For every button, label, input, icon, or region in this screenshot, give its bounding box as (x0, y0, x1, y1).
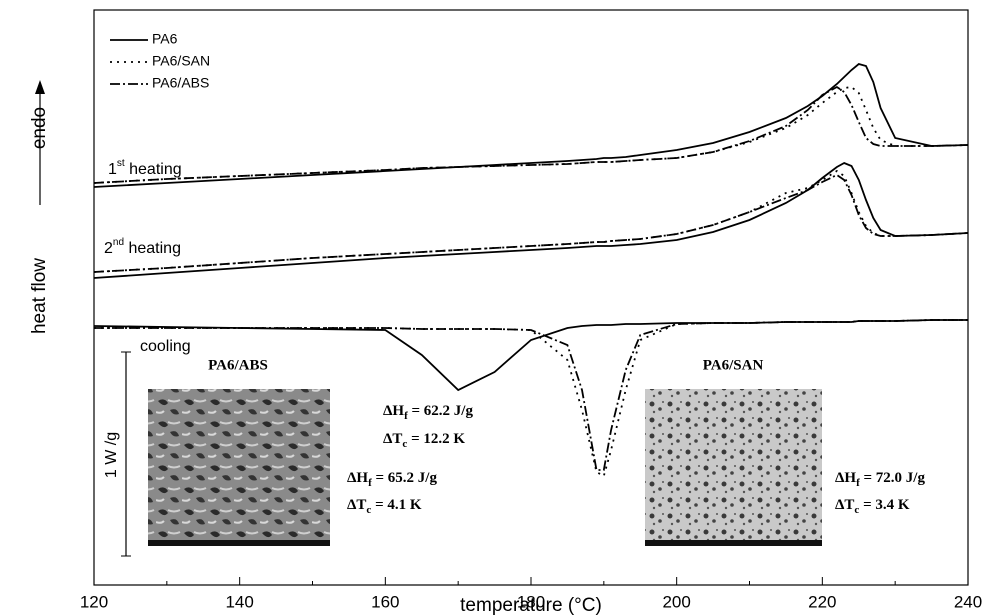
annotation-symbol: ΔT (835, 497, 854, 513)
curve-label-after: heating (125, 161, 182, 178)
annotation-text: = 65.2 J/g (372, 470, 438, 486)
x-tick-label: 200 (662, 592, 690, 611)
annotation-text: = 4.1 K (371, 497, 422, 513)
curve (94, 87, 968, 183)
annotation-symbol: ΔT (383, 431, 402, 447)
endo-arrowhead (35, 80, 45, 94)
sem-image (645, 389, 822, 546)
curve-label-main: cooling (140, 338, 191, 355)
annotation-text: = 62.2 J/g (408, 403, 474, 419)
sem-scale-strip (645, 540, 822, 546)
annotation: ΔTc = 4.1 K (347, 497, 422, 515)
legend-label: PA6 (152, 31, 178, 47)
curve-label-main: 1 (108, 161, 117, 178)
annotation: ΔHf = 72.0 J/g (835, 470, 925, 488)
annotation-text: = 12.2 K (407, 431, 465, 447)
x-tick-label: 180 (517, 592, 545, 611)
curve-label-sup: nd (113, 237, 124, 248)
curve (94, 64, 968, 187)
annotation-symbol: ΔH (347, 470, 368, 486)
x-tick-label: 220 (808, 592, 836, 611)
sem-image (148, 389, 330, 546)
curve-label: cooling (140, 338, 191, 355)
inset-label: PA6/ABS (208, 357, 268, 373)
annotation-symbol: ΔT (347, 497, 366, 513)
legend-label: PA6/SAN (152, 53, 210, 69)
annotation: ΔTc = 3.4 K (835, 497, 910, 515)
sem-scale-strip (148, 540, 330, 546)
annotation: ΔHf = 62.2 J/g (383, 403, 473, 421)
chart: PA6/ABS PA6/SAN temperature (°C) heat fl… (0, 0, 986, 615)
y-axis-label: heat flow (29, 258, 50, 334)
curve-label-after: heating (124, 240, 181, 257)
annotation: ΔTc = 12.2 K (383, 431, 465, 449)
curve-label-main: 2 (104, 240, 113, 257)
curve (94, 171, 968, 272)
inset-label: PA6/SAN (703, 357, 764, 373)
curve-label: 1st heating (108, 158, 182, 179)
x-tick-label: 160 (371, 592, 399, 611)
annotation-text: = 72.0 J/g (860, 470, 926, 486)
annotation-symbol: ΔH (383, 403, 404, 419)
annotation-symbol: ΔH (835, 470, 856, 486)
annotation-text: = 3.4 K (859, 497, 910, 513)
x-tick-label: 140 (225, 592, 253, 611)
scale-label: 1 W /g (103, 432, 120, 478)
x-tick-label: 120 (80, 592, 108, 611)
curve-label: 2nd heating (104, 237, 181, 258)
annotation: ΔHf = 65.2 J/g (347, 470, 437, 488)
x-tick-label: 240 (954, 592, 982, 611)
curve (94, 87, 968, 183)
legend-label: PA6/ABS (152, 75, 209, 91)
curve (94, 175, 968, 272)
